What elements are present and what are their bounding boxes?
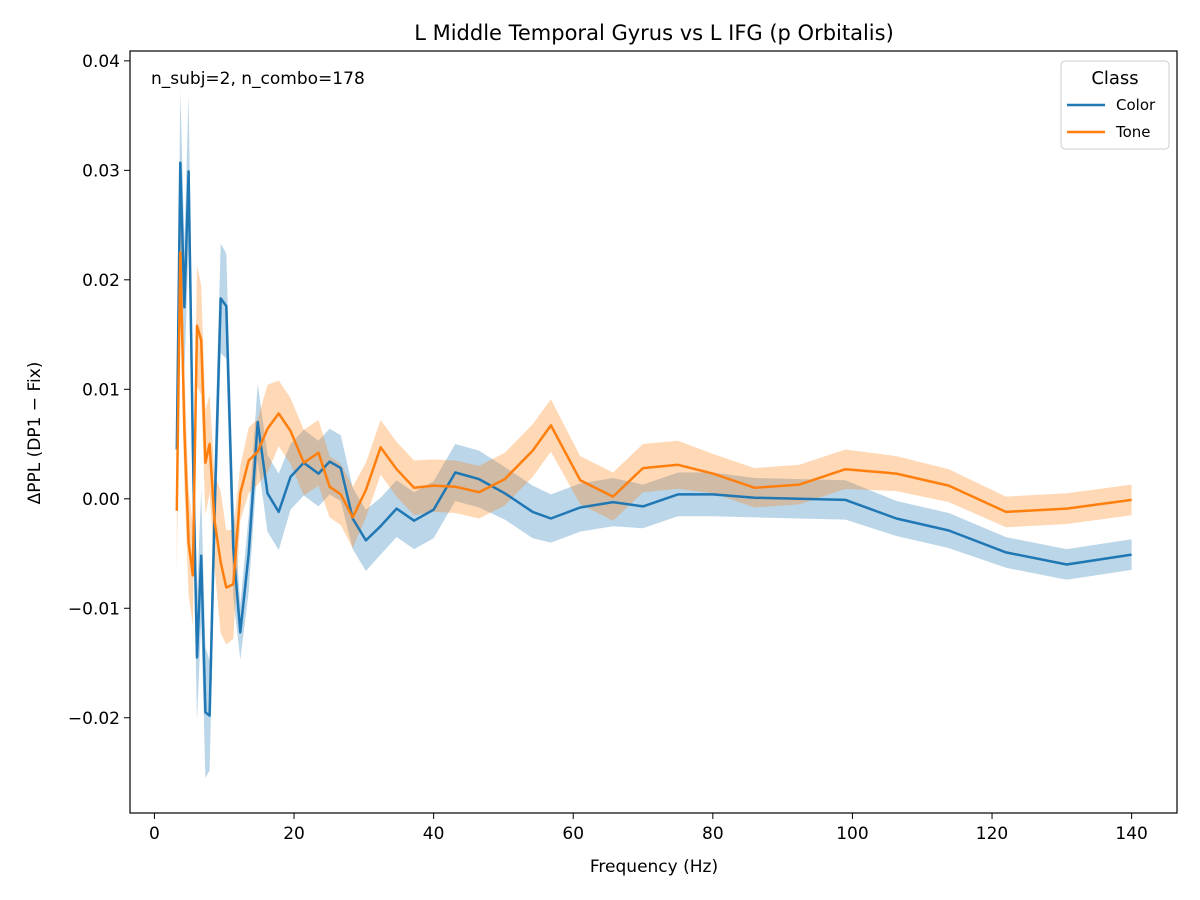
legend: Class Color Tone (1060, 60, 1170, 150)
x-tick-label: 140 (1115, 824, 1147, 844)
series-lines (175, 161, 1132, 717)
y-tick-label: 0.02 (82, 271, 120, 291)
y-tick-label: 0.01 (82, 380, 120, 400)
x-tick-label: 60 (562, 824, 584, 844)
y-tick-label: 0.03 (82, 161, 120, 181)
x-tick-label: 40 (423, 824, 445, 844)
x-tick-label: 80 (702, 824, 724, 844)
y-tick-label: −0.01 (68, 599, 120, 619)
x-axis: 0 20 40 60 80 100 120 140 (149, 813, 1148, 844)
legend-title: Class (1091, 68, 1138, 89)
y-tick-label: −0.02 (68, 709, 120, 729)
plot-frame (129, 50, 1178, 814)
x-tick-label: 20 (283, 824, 305, 844)
legend-box (1060, 60, 1170, 150)
y-axis-label: ΔPPL (DP1 − Fix) (25, 362, 45, 505)
chart-title: L Middle Temporal Gyrus vs L IFG (p Orbi… (414, 21, 894, 45)
x-axis-label: Frequency (Hz) (590, 857, 718, 877)
legend-label-tone: Tone (1115, 123, 1151, 141)
x-tick-label: 120 (976, 824, 1008, 844)
y-axis: −0.02 −0.01 0.00 0.01 0.02 0.03 0.04 (68, 52, 130, 729)
sample-size-annotation: n_subj=2, n_combo=178 (151, 69, 365, 89)
x-tick-label: 0 (149, 824, 160, 844)
line-tone (175, 251, 1132, 589)
y-tick-label: 0.04 (82, 52, 120, 72)
x-tick-label: 100 (836, 824, 868, 844)
legend-label-color: Color (1116, 96, 1156, 114)
y-tick-label: 0.00 (82, 490, 120, 510)
